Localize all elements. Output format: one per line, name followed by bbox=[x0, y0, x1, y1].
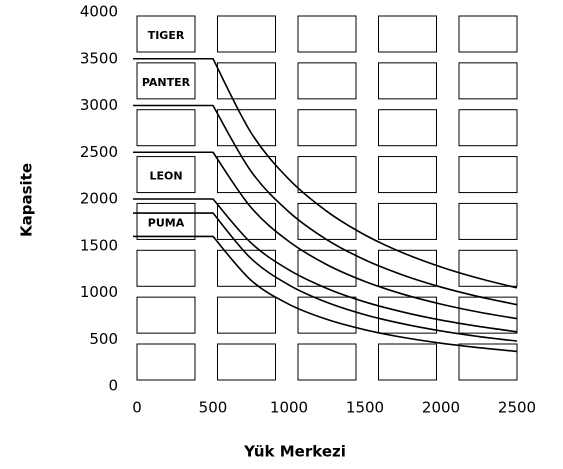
box bbox=[217, 343, 276, 381]
box bbox=[136, 343, 196, 381]
box bbox=[136, 249, 196, 287]
x-tick-label: 2500 bbox=[498, 399, 536, 417]
box bbox=[297, 202, 357, 240]
box bbox=[136, 156, 196, 194]
x-axis-title: Yük Merkezi bbox=[243, 443, 346, 461]
box bbox=[458, 62, 518, 100]
curve bbox=[133, 235, 518, 353]
x-tick-label: 0 bbox=[132, 399, 142, 417]
box bbox=[136, 62, 196, 100]
y-tick-label: 3000 bbox=[80, 96, 118, 114]
box bbox=[458, 156, 518, 194]
curve bbox=[133, 151, 518, 320]
y-tick-label: 500 bbox=[89, 330, 118, 348]
x-tick-label: 500 bbox=[199, 399, 228, 417]
box bbox=[378, 296, 437, 334]
curve bbox=[133, 212, 518, 342]
box bbox=[458, 15, 518, 53]
box bbox=[378, 156, 437, 194]
box-label: TIGER bbox=[148, 29, 185, 42]
y-tick-label: 0 bbox=[108, 377, 118, 395]
y-axis-title: Kapasite bbox=[18, 163, 36, 237]
curve bbox=[133, 198, 518, 333]
box bbox=[217, 15, 276, 53]
y-tick-label: 2000 bbox=[80, 190, 118, 208]
box bbox=[458, 109, 518, 147]
box bbox=[297, 109, 357, 147]
curve bbox=[133, 57, 518, 289]
x-tick-label: 2000 bbox=[422, 399, 460, 417]
box bbox=[217, 296, 276, 334]
box bbox=[217, 156, 276, 194]
y-tick-label: 3500 bbox=[80, 49, 118, 67]
x-tick-label: 1500 bbox=[346, 399, 384, 417]
y-tick-label: 1000 bbox=[80, 283, 118, 301]
box bbox=[136, 15, 196, 53]
box bbox=[378, 109, 437, 147]
box-label: PANTER bbox=[142, 76, 191, 89]
box bbox=[378, 202, 437, 240]
box bbox=[297, 343, 357, 381]
y-tick-label: 4000 bbox=[80, 3, 118, 21]
box bbox=[136, 109, 196, 147]
x-tick-label: 1000 bbox=[270, 399, 308, 417]
y-tick-label: 1500 bbox=[80, 236, 118, 254]
curve bbox=[133, 104, 518, 306]
box bbox=[378, 62, 437, 100]
box bbox=[217, 202, 276, 240]
box bbox=[378, 249, 437, 287]
box bbox=[297, 249, 357, 287]
box bbox=[378, 15, 437, 53]
box bbox=[458, 202, 518, 240]
box bbox=[297, 15, 357, 53]
box bbox=[136, 202, 196, 240]
box bbox=[217, 249, 276, 287]
y-tick-label: 2500 bbox=[80, 143, 118, 161]
box-label: LEON bbox=[149, 170, 182, 183]
box bbox=[378, 343, 437, 381]
box bbox=[217, 109, 276, 147]
box bbox=[297, 156, 357, 194]
box bbox=[136, 296, 196, 334]
box bbox=[217, 62, 276, 100]
box bbox=[297, 62, 357, 100]
box-label: PUMA bbox=[148, 216, 185, 229]
